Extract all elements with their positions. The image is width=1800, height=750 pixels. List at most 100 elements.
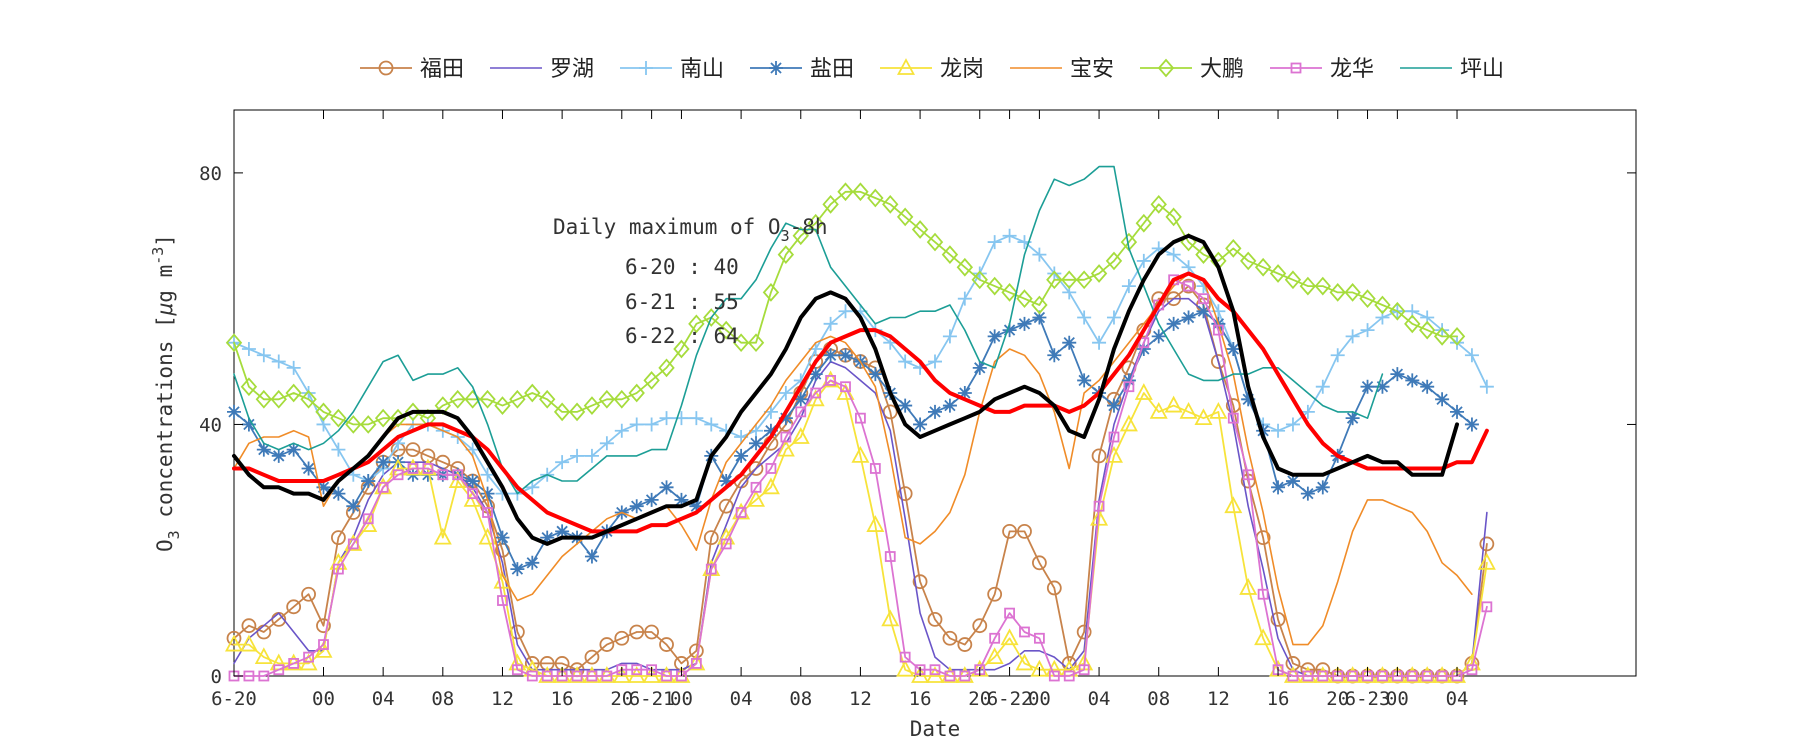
x-tick-label: 04 [1088,688,1111,710]
series-福田-point-35 [748,461,764,476]
series-福田-point-29 [659,637,674,652]
series-南山-point-70 [1271,423,1286,438]
series-大鹏-point-32 [703,308,720,327]
series-南山-point-51 [987,235,1002,250]
series-南山-point-83 [1464,348,1479,363]
series-南山-point-63 [1166,247,1181,262]
series-福田-point-51 [987,586,1003,602]
series-盐田-point-9 [361,474,376,489]
x-tick-label: 12 [491,688,514,710]
series-大鹏-point-6 [315,402,332,422]
series-unlabeled-9 [232,271,1489,534]
series-大鹏-point-27 [628,383,645,403]
series-盐田-point-28 [644,492,659,507]
series-大鹏-point-81 [1433,327,1451,346]
series-大鹏-point-50 [971,270,988,290]
series-大鹏-point-71 [1284,270,1302,290]
series-大鹏-point-30 [673,339,690,359]
series-龙华-point-73 [1317,670,1329,682]
series-龙华-point-41 [840,381,851,393]
series-龙华-point-5 [303,651,314,663]
series-大鹏-point-76 [1359,289,1376,309]
series-南山-point-52 [1002,228,1017,243]
series-龙华-point-17 [482,507,493,518]
series-盐田-point-65 [1196,304,1211,319]
series-龙华-point-49 [959,670,971,682]
series-大鹏-point-5 [300,389,317,409]
legend-item-龙岗: 龙岗 [880,57,984,82]
series-大鹏-point-57 [1075,270,1093,290]
series-盐田-point-61 [1136,341,1151,356]
series-南山-point-47 [928,354,942,369]
series-龙华-point-40 [825,375,836,386]
series-大鹏-point-0 [225,333,243,353]
series-大鹏-point-22 [553,402,571,422]
series-龙华-point-34 [735,507,747,518]
series-福田-point-25 [599,637,615,652]
series-盐田-point-10 [376,455,391,470]
x-tick-label: 16 [1267,688,1290,710]
series-大鹏-point-4 [285,383,302,403]
series-南山-point-74 [1330,348,1345,363]
x-tick-label: 6-23 [1345,688,1391,710]
series-大鹏-point-47 [926,232,944,252]
x-tick-label: 20 [610,688,633,710]
x-tick-label: 04 [372,688,395,710]
series-大鹏-point-26 [613,389,630,409]
series-盐田-point-60 [1121,373,1136,388]
legend-item-龙华: 龙华 [1270,57,1374,82]
series-南山-point-23 [570,448,585,463]
series-福田-point-70 [1270,612,1286,627]
series-龙岗-point-62 [1149,401,1168,419]
series-大鹏-point-29 [658,358,675,378]
series-龙华-point-33 [720,538,732,550]
series-福田-point-50 [972,618,988,634]
series-大鹏-point-74 [1329,283,1346,302]
series-福田-point-5 [301,586,316,602]
series-盐田-point-67 [1226,341,1241,356]
series-南山-point-60 [1121,279,1136,294]
series-盐田-point-57 [1077,373,1092,388]
series-南山-point-41 [838,304,853,319]
series-盐田-point-8 [346,499,361,514]
series-福田-point-44 [882,404,898,420]
annotation-line-2: 6-21 : 55 [625,290,739,314]
series-龙华-point-80 [1421,670,1433,682]
series-龙岗-point-37 [776,439,795,457]
series-大鹏-point-44 [882,194,899,214]
series-大鹏-point-55 [1046,270,1063,290]
series-福田-point-1 [241,618,257,634]
series-龙华-point-31 [690,658,702,669]
legend-marker [1157,58,1175,78]
series-龙华-point-65 [1198,293,1209,305]
series-福田-point-48 [942,630,958,646]
series-福田-point-4 [286,599,302,615]
series-南山-point-58 [1092,335,1107,350]
series-大鹏-point-37 [777,245,795,265]
series-盐田-point-79 [1405,373,1420,388]
series-大鹏-point-23 [568,402,586,422]
series-大鹏-point-42 [852,182,869,202]
y-axis-label: O3 concentrations [μg m-3] [149,234,183,552]
series-盐田-point-3 [271,448,286,463]
series-龙华-point-10 [377,481,389,493]
legend-marker [378,60,394,76]
series-盐田-point-7 [331,486,346,501]
series-南山-point-73 [1315,379,1330,394]
legend-label: 龙岗 [940,57,984,82]
series-盐田-point-76 [1360,379,1375,394]
legend-item-坪山: 坪山 [1400,57,1504,82]
series-龙岗-point-53 [1015,653,1034,671]
series-龙岗-point-35 [747,490,766,507]
series-龙华-point-83 [1466,664,1478,676]
series-福田-point-53 [1017,523,1032,539]
series-大鹏-point-63 [1165,207,1182,227]
series-福田-point-31 [688,643,704,659]
x-tick-label: 04 [730,688,753,710]
series-南山-point-75 [1345,329,1360,344]
series-盐田-point-54 [1032,310,1047,325]
series-龙岗-point-0 [224,634,244,652]
legend-marker [896,58,916,75]
series-龙华-point-29 [661,670,672,682]
